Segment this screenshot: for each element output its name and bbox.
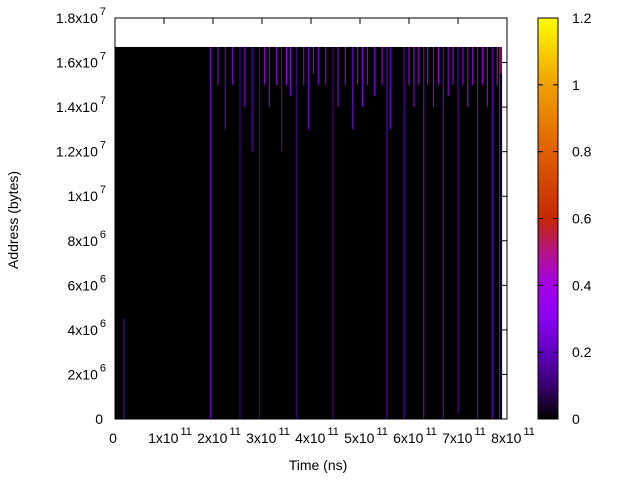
y-tick-label-exponent: 6 [100,362,106,374]
x-tick-label-mantissa: 4x10 [295,430,326,446]
colorbar-ticks: 0 0.2 0.4 0.6 0.8 1 1.2 [538,10,592,427]
y-tick-label: 8x10 6 [68,229,106,249]
y-tick-label-exponent: 7 [100,140,106,152]
heatmap-cells [115,46,503,419]
x-tick-label: 4x10 11 [295,426,339,446]
y-tick-label-mantissa: 1.6x10 [56,55,98,71]
y-tick-label: 0 [95,411,103,427]
colorbar: 0 0.2 0.4 0.6 0.8 1 1.2 [537,10,592,427]
y-tick-label: 1.8x10 7 [56,6,106,26]
y-tick-label: 1x10 7 [68,184,106,204]
y-tick-label-exponent: 6 [100,318,106,330]
colorbar-tick-label: 0.8 [572,144,592,160]
x-tick-label-exponent: 11 [474,426,485,438]
colorbar-tick-label: 0.2 [572,344,592,360]
x-tick-label: 1x10 11 [148,426,192,446]
x-tick-label-mantissa: 6x10 [393,430,424,446]
x-tick-label-mantissa: 1x10 [148,430,179,446]
x-tick-label-mantissa: 8x10 [491,430,522,446]
x-tick-label: 8x10 11 [491,426,535,446]
y-tick-label-mantissa: 4x10 [68,322,99,338]
x-tick-label-exponent: 11 [229,426,240,438]
x-axis-label: Time (ns) [289,457,348,473]
x-tick-label-mantissa: 3x10 [246,430,277,446]
colorbar-tick-label: 1 [572,77,580,93]
x-tick-label-mantissa: 7x10 [442,430,473,446]
colorbar-tick-label: 1.2 [572,10,592,26]
y-tick-label-exponent: 6 [100,229,106,241]
plot-area [114,17,508,420]
y-tick-label-exponent: 6 [100,273,106,285]
y-tick-label: 1.2x10 7 [56,140,106,160]
y-tick-label-mantissa: 8x10 [68,233,99,249]
colorbar-tick-label: 0 [572,411,580,427]
y-tick-label: 6x10 6 [68,273,106,293]
y-tick-label: 4x10 6 [68,318,106,338]
x-tick-label-exponent: 11 [278,426,289,438]
y-tick-label-mantissa: 1.4x10 [56,99,98,115]
x-tick-label-exponent: 11 [523,426,534,438]
x-tick-label: 3x10 11 [246,426,290,446]
colorbar-tick-label: 0.6 [572,211,592,227]
y-tick-label: 1.6x10 7 [56,51,106,71]
y-tick-label-exponent: 7 [100,184,106,196]
y-tick-label: 1.4x10 7 [56,95,106,115]
y-axis-label: Address (bytes) [5,171,21,269]
x-tick-label-exponent: 11 [376,426,387,438]
x-tick-label-exponent: 11 [327,426,338,438]
x-tick-label-exponent: 11 [425,426,436,438]
x-axis: 0 1x10 11 2x10 11 3x10 11 4x10 11 5x10 11 6x10 11 7x1… [109,18,535,446]
x-tick-label-mantissa: 0 [109,430,117,446]
y-tick-label-mantissa: 0 [95,411,103,427]
y-tick-label-mantissa: 1.8x10 [56,10,98,26]
y-tick-label-mantissa: 2x10 [68,366,99,382]
x-tick-label: 6x10 11 [393,426,437,446]
y-tick-label-mantissa: 1.2x10 [56,144,98,160]
x-tick-label-exponent: 11 [180,426,191,438]
y-tick-label-mantissa: 6x10 [68,277,99,293]
y-tick-label: 2x10 6 [68,362,106,382]
y-tick-label-exponent: 7 [100,51,106,63]
colorbar-tick-label: 0.4 [572,277,592,293]
x-tick-label: 7x10 11 [442,426,486,446]
y-tick-label-mantissa: 1x10 [68,188,99,204]
x-tick-label-mantissa: 2x10 [197,430,228,446]
x-tick-label: 2x10 11 [197,426,241,446]
x-tick-label: 5x10 11 [344,426,388,446]
x-tick-label-mantissa: 5x10 [344,430,375,446]
x-tick-label: 0 [109,430,117,446]
y-tick-label-exponent: 7 [100,6,106,18]
y-tick-label-exponent: 7 [100,95,106,107]
